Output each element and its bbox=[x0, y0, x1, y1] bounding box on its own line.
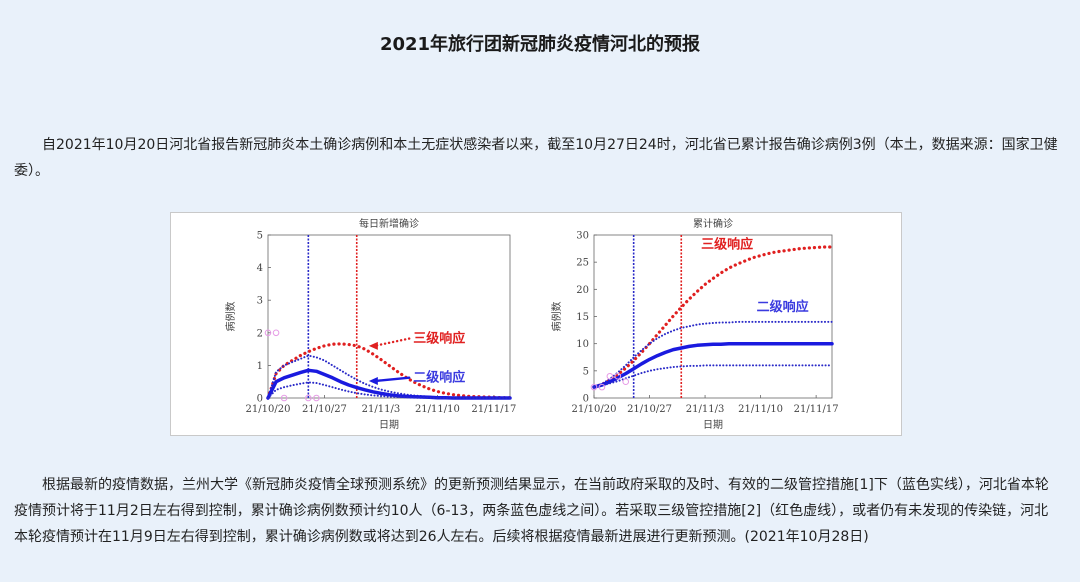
chart1-annotation-label: 三级响应 bbox=[413, 331, 465, 347]
chart2-series-blue-dotted-upper bbox=[593, 320, 833, 389]
chart1-observed-point bbox=[305, 394, 312, 402]
page-title: 2021年旅行团新冠肺炎疫情河北的预报 bbox=[379, 34, 701, 55]
chart2-x-tick-label: 21/10/20 bbox=[572, 404, 617, 415]
chart1-y-tick-label: 4 bbox=[257, 263, 263, 274]
chart1-x-tick-label: 21/11/17 bbox=[471, 404, 516, 415]
chart2-observed-point bbox=[614, 372, 622, 380]
chart1-y-tick-label: 2 bbox=[257, 328, 263, 339]
chart1-series-blue-dotted-upper bbox=[267, 354, 511, 399]
chart1-annotation-label: 二级响应 bbox=[413, 370, 465, 386]
chart1-annotation-arrow bbox=[373, 337, 411, 348]
chart2-y-tick-label: 30 bbox=[576, 231, 589, 242]
chart1-series-blue-solid bbox=[266, 368, 512, 400]
chart2-y-tick-label: 25 bbox=[576, 258, 589, 269]
chart2-series-blue-dotted-lower bbox=[593, 364, 833, 389]
chart1-annotation-arrowhead bbox=[368, 377, 378, 386]
chart1-annotation-arrowhead bbox=[368, 341, 378, 350]
chart2-series-blue-solid bbox=[592, 341, 834, 389]
chart1-ylabel: 病例数 bbox=[224, 302, 237, 332]
forecast-charts-svg: 每日新增确诊 0 1 2 3 4 5 21/10/20 21/10/27 21/11/3 21/11… bbox=[224, 217, 839, 431]
chart1-x-tick-label: 21/11/3 bbox=[362, 404, 401, 415]
chart1-y-tick-label: 1 bbox=[257, 361, 263, 372]
chart2-observed-point bbox=[606, 372, 614, 380]
chart1-observed-point bbox=[264, 329, 272, 337]
chart2-y-tick-label: 5 bbox=[583, 366, 589, 377]
chart2-x-tick-label: 21/11/17 bbox=[794, 404, 839, 415]
chart2-x-tick-label: 21/11/10 bbox=[738, 404, 783, 415]
forecast-figure: 每日新增确诊 0 1 2 3 4 5 21/10/20 21/10/27 21/11/3 21/11… bbox=[170, 212, 902, 436]
chart1-observed-point bbox=[272, 329, 280, 337]
chart2-observed-point bbox=[622, 378, 630, 385]
chart2-y-tick-label: 15 bbox=[576, 312, 589, 323]
chart1-y-tick-label: 5 bbox=[257, 231, 263, 242]
chart1-y-tick-label: 0 bbox=[257, 394, 263, 405]
chart1-axes-box bbox=[267, 234, 511, 399]
chart2-xlabel: 日期 bbox=[703, 419, 723, 431]
intro-paragraph: 自2021年10月20日河北省报告新冠肺炎本土确诊病例和本土无症状感染者以来，截… bbox=[14, 137, 1058, 179]
chart2-y-tick-label: 20 bbox=[576, 285, 589, 296]
chart2-annotation-label: 二级响应 bbox=[757, 299, 809, 315]
chart2-annotation-label: 三级响应 bbox=[701, 237, 753, 253]
chart2-observed-point bbox=[598, 383, 606, 391]
chart1-x-tick-label: 21/10/20 bbox=[246, 404, 291, 415]
chart1-xlabel: 日期 bbox=[379, 419, 399, 431]
chart2-ylabel: 病例数 bbox=[550, 302, 563, 332]
conclusion-paragraph: 根据最新的疫情数据，兰州大学《新冠肺炎疫情全球预测系统》的更新预测结果显示，在当… bbox=[14, 477, 1049, 545]
chart2-x-tick-label: 21/10/27 bbox=[627, 404, 672, 415]
chart2-series-red-dotted bbox=[592, 245, 834, 389]
chart2-x-tick-label: 21/11/3 bbox=[686, 404, 725, 415]
chart1-x-tick-label: 21/11/10 bbox=[415, 404, 460, 415]
chart2-y-tick-label: 10 bbox=[576, 339, 589, 350]
chart1-x-tick-label: 21/10/27 bbox=[302, 404, 347, 415]
chart2-title: 累计确诊 bbox=[693, 217, 733, 230]
chart1-observed-point bbox=[280, 394, 288, 402]
chart1-annotation-arrow bbox=[373, 376, 411, 383]
chart2-axes-box bbox=[593, 234, 833, 399]
chart2-y-tick-label: 0 bbox=[583, 394, 589, 405]
chart1-observed-point bbox=[313, 394, 320, 402]
chart1-title: 每日新增确诊 bbox=[359, 217, 419, 230]
chart1-series-blue-dotted-lower bbox=[267, 381, 511, 399]
chart1-y-tick-label: 3 bbox=[257, 296, 263, 307]
chart2-observed-point bbox=[590, 383, 598, 391]
